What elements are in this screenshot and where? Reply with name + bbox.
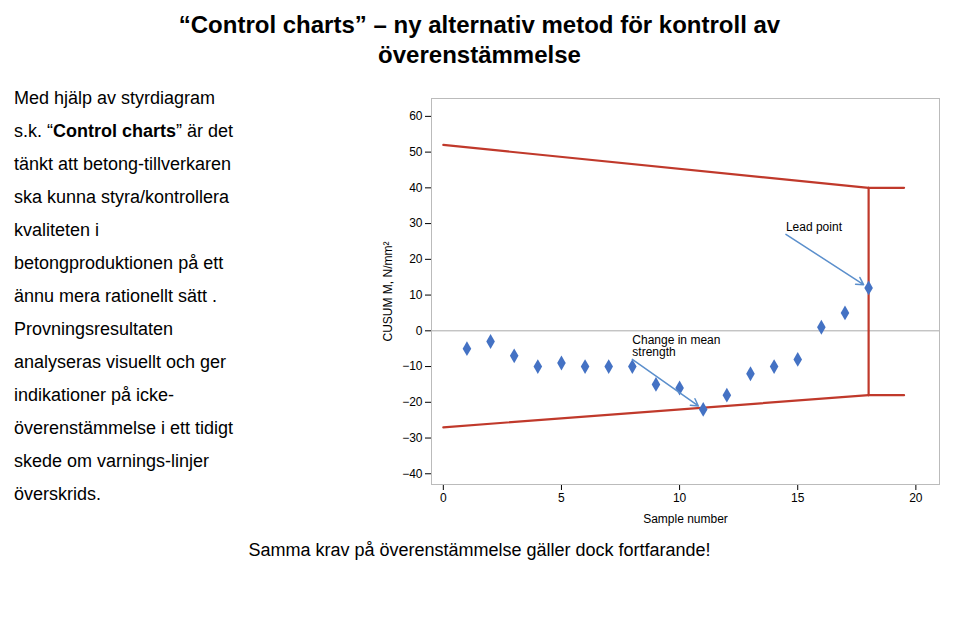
html-text:överskrids.: överskrids. (14, 484, 101, 504)
svg-text:5: 5 (558, 491, 565, 505)
html-text:kvaliteten i: kvaliteten i (14, 220, 99, 240)
html-text:“Control charts” – ny alternat: “Control charts” – ny alternativ metod f… (178, 11, 781, 38)
svg-text:−40: −40 (402, 467, 423, 481)
html-text:Provningsresultaten: Provningsresultaten (14, 319, 174, 339)
svg-text:−20: −20 (402, 395, 423, 409)
svg-text:−30: −30 (402, 431, 423, 445)
html-text:betongproduktionen på ett: betongproduktionen på ett (14, 253, 224, 273)
svg-text:−10: −10 (402, 359, 423, 373)
svg-text:Change in meanstrength: Change in meanstrength (632, 333, 720, 359)
svg-text:0: 0 (416, 324, 423, 338)
html-text:skede om varnings-linjer: skede om varnings-linjer (14, 451, 210, 471)
svg-text:20: 20 (409, 252, 423, 266)
html-text:överenstämmelse i ett tidigt: överenstämmelse i ett tidigt (14, 418, 234, 438)
svg-text:10: 10 (409, 288, 423, 302)
svg-text:50: 50 (409, 145, 423, 159)
svg-text:Lead point: Lead point (786, 220, 843, 234)
svg-text:30: 30 (409, 216, 423, 230)
html-text:tänkt att betong-tillverkaren: tänkt att betong-tillverkaren (14, 154, 232, 174)
html-text:ännu mera rationellt sätt .: ännu mera rationellt sätt . (14, 286, 218, 306)
html-text:överenstämmelse: överenstämmelse (378, 41, 581, 68)
svg-text:60: 60 (409, 109, 423, 123)
html-text:Samma krav på överenstämmelse: Samma krav på överenstämmelse gäller doc… (248, 540, 711, 560)
html-text:indikationer på icke-: indikationer på icke- (14, 385, 175, 405)
html-text:s.k. “ Control charts ” är det: s.k. “ Control charts ” är det (14, 121, 233, 141)
html-text:Med hjälp av styrdiagram: Med hjälp av styrdiagram (14, 88, 216, 108)
svg-text:40: 40 (409, 181, 423, 195)
html-text:analyseras visuellt och ger: analyseras visuellt och ger (14, 352, 227, 372)
svg-text:Sample number: Sample number (643, 512, 728, 526)
html-text:ska kunna styra/kontrollera: ska kunna styra/kontrollera (14, 187, 230, 207)
svg-text:20: 20 (909, 491, 923, 505)
svg-text:15: 15 (791, 491, 805, 505)
svg-text:CUSUM M, N/mm²: CUSUM M, N/mm² (381, 242, 395, 342)
svg-text:0: 0 (440, 491, 447, 505)
svg-text:10: 10 (673, 491, 687, 505)
